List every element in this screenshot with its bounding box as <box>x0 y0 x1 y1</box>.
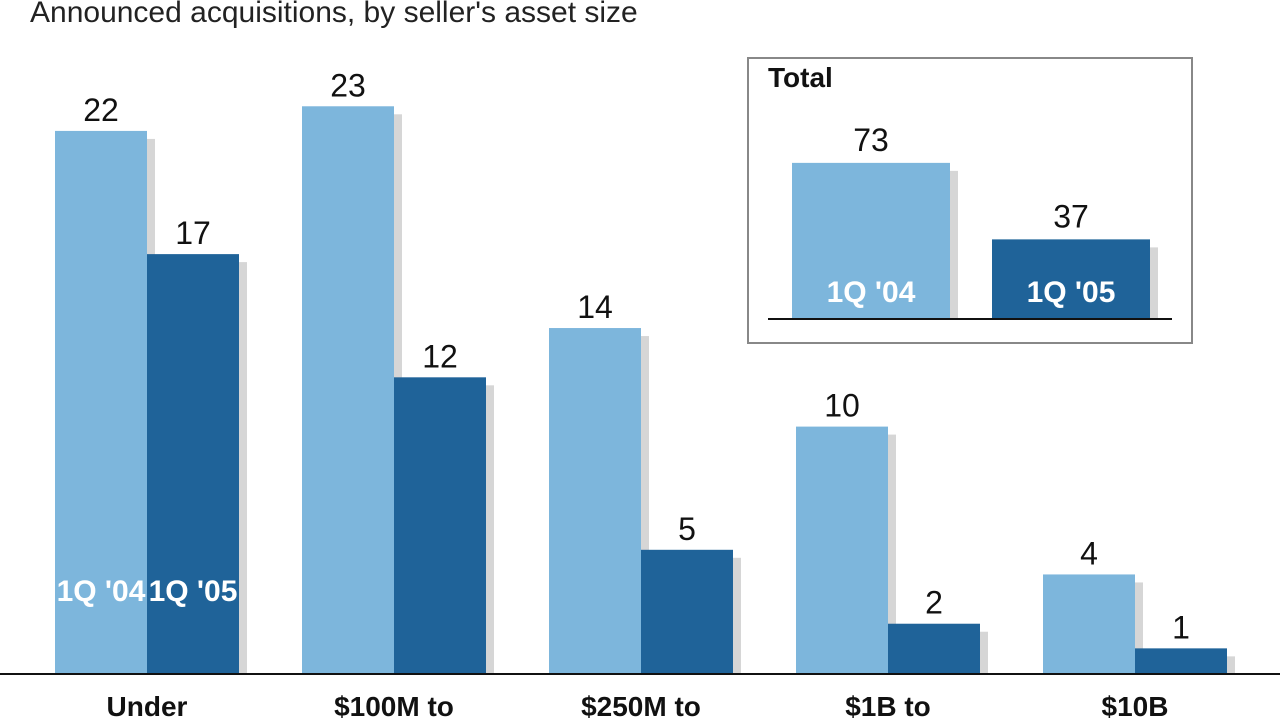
bar <box>302 106 394 673</box>
value-label: 14 <box>577 289 613 325</box>
value-label: 17 <box>175 215 211 251</box>
inset-title: Total <box>768 62 833 93</box>
bar <box>147 254 239 673</box>
bar <box>1135 648 1227 673</box>
x-tick-label: $10B <box>1102 691 1169 720</box>
x-tick-label: $100M to <box>334 691 454 720</box>
x-tick-label: $250M to <box>581 691 701 720</box>
value-label: 2 <box>925 585 943 621</box>
inset-bar <box>792 162 950 318</box>
value-label: 1 <box>1172 609 1190 645</box>
value-label: 10 <box>824 388 860 424</box>
value-label: 4 <box>1080 535 1098 571</box>
inset-bar <box>992 239 1150 318</box>
bar <box>641 549 733 673</box>
value-label: 23 <box>330 67 366 103</box>
value-label: 5 <box>678 511 696 547</box>
bar <box>796 426 888 673</box>
x-tick-label: Under <box>107 691 188 720</box>
bar <box>549 328 641 673</box>
value-label: 12 <box>422 338 458 374</box>
series-label: 1Q '04 <box>56 575 146 608</box>
x-tick-label: $1B to <box>845 691 931 720</box>
bar <box>1043 574 1135 673</box>
bar <box>394 377 486 673</box>
inset-value-label: 37 <box>1053 198 1089 234</box>
value-label: 22 <box>83 92 119 128</box>
inset-value-label: 73 <box>853 122 889 158</box>
series-label: 1Q '05 <box>148 575 238 608</box>
bar-series-label: 1Q '04 <box>56 575 146 608</box>
inset-series-label: 1Q '05 <box>1027 276 1116 309</box>
bar-series-label: 1Q '05 <box>148 575 238 608</box>
bar <box>55 130 147 674</box>
chart-subtitle: Announced acquisitions, by seller's asse… <box>30 0 638 29</box>
inset-series-label: 1Q '04 <box>827 276 916 309</box>
bar <box>888 623 980 673</box>
inset-frame <box>747 57 1193 344</box>
